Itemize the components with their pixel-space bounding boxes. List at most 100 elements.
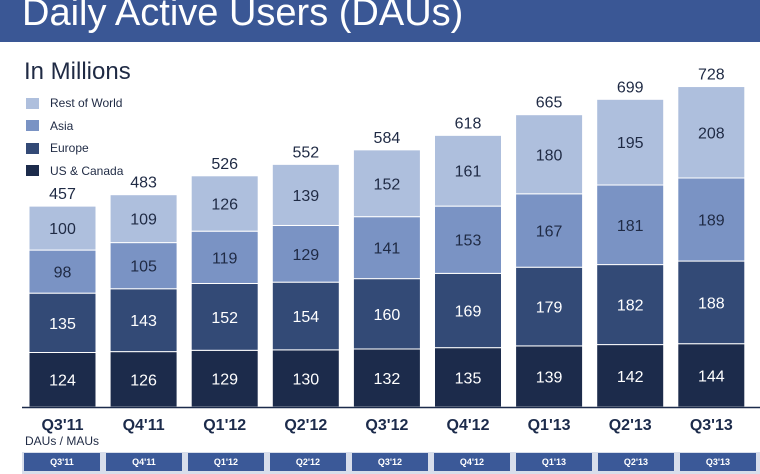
legend-item: Rest of World [26, 92, 123, 115]
segment-value-label: 188 [698, 295, 725, 312]
dau-mau-quarter-cell: Q4'11 [106, 453, 182, 471]
x-tick-label: Q2'13 [609, 417, 652, 434]
bar-segment [190, 349, 259, 408]
legend-swatch [26, 165, 39, 177]
x-tick-label: Q3'13 [690, 417, 733, 434]
segment-value-label: 119 [212, 250, 238, 267]
dau-mau-quarter-cell: Q1'12 [188, 453, 264, 471]
x-tick-label: Q3'11 [41, 417, 83, 434]
segment-value-label: 105 [130, 259, 157, 276]
bar-total-label: 457 [49, 186, 76, 203]
legend-item: US & Canada [26, 160, 123, 183]
dau-mau-quarter-cell: Q2'12 [270, 453, 346, 471]
bar-segment [190, 175, 259, 232]
legend-swatch [26, 97, 39, 109]
dau-mau-quarter-cell: Q3'13 [680, 453, 756, 471]
segment-value-label: 160 [374, 307, 401, 324]
bar-segment [352, 348, 421, 408]
dau-mau-quarter-cell: Q2'13 [598, 453, 674, 471]
bar-segment [271, 349, 340, 408]
bar-total-label: 483 [130, 175, 157, 192]
segment-value-label: 154 [292, 309, 319, 326]
segment-value-label: 152 [211, 310, 238, 327]
segment-value-label: 135 [49, 316, 76, 333]
segment-value-label: 129 [211, 372, 238, 389]
segment-value-label: 98 [54, 265, 72, 282]
bar-segment [28, 249, 97, 294]
bar-segment [271, 224, 340, 283]
bar-segment [352, 149, 421, 218]
bar-total-label: 552 [292, 144, 319, 161]
bar-total-label: 665 [536, 95, 563, 112]
bar-segment [596, 264, 665, 346]
segment-value-label: 179 [536, 300, 563, 317]
bar-segment [434, 205, 502, 274]
segment-value-label: 124 [49, 373, 76, 390]
segment-value-label: 144 [698, 368, 725, 385]
segment-value-label: 161 [455, 164, 482, 181]
segment-value-label: 139 [536, 369, 563, 386]
segment-value-label: 130 [292, 371, 319, 388]
segment-value-label: 152 [374, 176, 401, 193]
legend-item: Europe [26, 137, 123, 160]
dau-mau-quarter-cell: Q3'12 [352, 453, 428, 471]
x-tick-label: Q1'12 [203, 417, 246, 434]
bar-segment [434, 272, 502, 349]
title-bar: Daily Active Users (DAUs) [0, 0, 760, 42]
bar-segment [677, 343, 746, 408]
segment-value-label: 139 [292, 188, 319, 205]
bar-segment [515, 193, 584, 268]
dau-mau-quarter-cell: Q4'12 [434, 453, 510, 471]
dau-mau-label: DAUs / MAUs [25, 434, 100, 448]
segment-value-label: 189 [698, 213, 725, 230]
segment-value-label: 100 [49, 221, 76, 238]
bar-segment [28, 351, 97, 408]
dau-mau-quarter-cell: Q1'13 [516, 453, 592, 471]
bar-segment [352, 278, 421, 350]
bar-segment [434, 347, 502, 408]
bar-segment [596, 184, 665, 266]
legend-label: US & Canada [50, 163, 124, 178]
bar-segment [352, 216, 421, 280]
segment-value-label: 132 [374, 371, 401, 388]
bar-segment [515, 114, 584, 195]
segment-value-label: 129 [292, 247, 319, 264]
dau-mau-quarter-cell: Q3'11 [24, 453, 100, 471]
segment-value-label: 180 [536, 147, 563, 164]
bar-total-label: 526 [211, 156, 238, 173]
bar-segment [271, 163, 340, 226]
bar-segment [28, 292, 97, 353]
segment-value-label: 142 [617, 369, 644, 386]
segment-value-label: 182 [617, 298, 644, 315]
bar-segment [434, 134, 502, 207]
segment-value-label: 126 [130, 372, 157, 389]
bar-segment [271, 281, 340, 351]
bar-segment [109, 351, 178, 408]
bar-segment [28, 205, 97, 251]
legend-swatch [26, 142, 39, 154]
segment-value-label: 143 [130, 313, 157, 330]
legend-label: Europe [50, 141, 89, 156]
bar-total-label: 728 [698, 67, 725, 84]
segment-value-label: 153 [455, 233, 482, 250]
segment-value-label: 195 [617, 135, 644, 152]
bar-segment [677, 86, 746, 179]
segment-value-label: 167 [536, 224, 563, 241]
bar-segment [596, 98, 665, 186]
bar-segment [677, 177, 746, 262]
segment-value-label: 126 [211, 196, 238, 213]
bar-total-label: 618 [455, 115, 482, 132]
x-tick-label: Q4'11 [123, 417, 165, 434]
legend-label: Rest of World [50, 96, 123, 111]
chart-legend: Rest of World Asia Europe US & Canada [26, 92, 123, 182]
bar-segment [190, 282, 259, 351]
x-tick-label: Q2'12 [284, 417, 327, 434]
bar-segment [515, 345, 584, 408]
bar-segment [677, 260, 746, 345]
segment-value-label: 135 [455, 370, 482, 387]
legend-label: Asia [50, 118, 74, 133]
segment-value-label: 208 [698, 125, 725, 142]
segment-value-label: 181 [617, 218, 644, 235]
segment-value-label: 141 [374, 241, 401, 258]
